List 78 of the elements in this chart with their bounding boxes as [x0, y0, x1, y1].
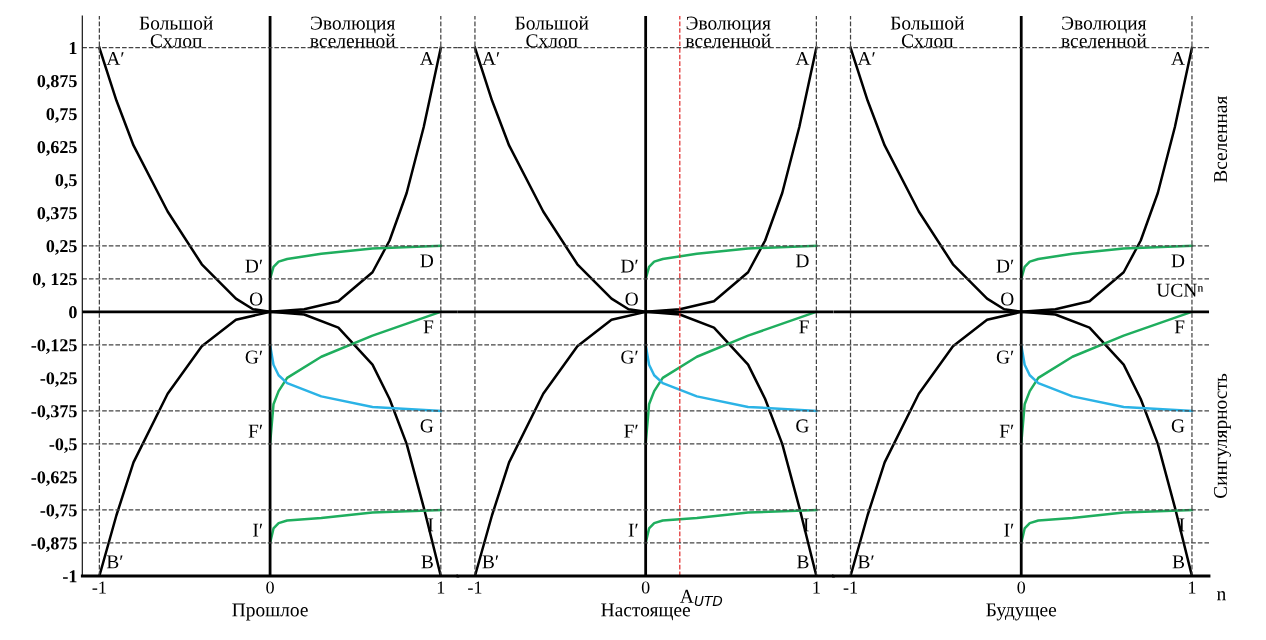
x-tick-label: -1 — [92, 581, 106, 594]
annotation: Эволюция вселенной — [1061, 16, 1147, 48]
y-tick-label: 0,5 — [55, 174, 77, 189]
x-tick-label: 0 — [1017, 581, 1026, 594]
annotation: Большой Схлоп — [515, 16, 589, 48]
y-tick-label: -0,25 — [40, 372, 77, 387]
annotation: I′ — [1004, 523, 1014, 537]
x-axis-title: Будущее — [986, 603, 1057, 621]
line-series — [268, 343, 443, 413]
y-tick-label: 0,25 — [46, 240, 77, 255]
line-series — [268, 508, 443, 545]
annotation: Большой Схлоп — [890, 16, 965, 48]
x-tick-label: 0 — [266, 581, 274, 594]
y-tick-label: 0,75 — [46, 107, 77, 123]
annotation: D′ — [620, 259, 638, 273]
y-tick-label: -0,125 — [31, 339, 77, 354]
annotation: B′ — [106, 555, 123, 569]
annotation: G — [1171, 419, 1185, 433]
annotation: O — [1001, 292, 1014, 306]
x-tick-label: 1 — [437, 581, 445, 594]
annotation: F — [799, 320, 809, 334]
annotation: O — [625, 292, 638, 306]
annotation: A — [1171, 52, 1185, 65]
annotation: I — [428, 518, 434, 532]
annotation: D — [420, 254, 434, 268]
y-tick-label: 0 — [69, 306, 77, 319]
annotation: G — [420, 419, 434, 433]
x-tick-label: 0 — [641, 581, 650, 594]
annotation: I′ — [253, 523, 263, 537]
annotation: B′ — [482, 555, 499, 569]
annotation: G — [796, 419, 809, 433]
y-tick-label: -0,625 — [31, 471, 77, 486]
y-tick-label: 0,875 — [37, 74, 77, 90]
x-tick-label: -1 — [843, 581, 857, 594]
annotation: D — [1171, 254, 1185, 268]
text: Сингулярность — [1213, 373, 1231, 499]
annotation: F′ — [999, 424, 1014, 438]
text: Вселенная — [1214, 95, 1228, 183]
x-tick-label: -1 — [468, 581, 482, 594]
annotation: G′ — [621, 350, 638, 364]
annotation: F′ — [248, 424, 263, 438]
y-tick-label: -0,375 — [31, 405, 77, 420]
y-tick-label: 0,625 — [37, 141, 77, 156]
annotation: F — [423, 320, 434, 334]
y-tick-label: 1 — [69, 42, 77, 54]
line-series — [268, 244, 443, 281]
annotation: G′ — [245, 350, 263, 364]
y-tick-label: 0,375 — [37, 207, 77, 222]
annotation: Эволюция вселенной — [685, 16, 771, 48]
annotation: A — [795, 52, 810, 65]
y-tick-label: -1 — [63, 570, 77, 583]
annotation: A′ — [482, 52, 500, 65]
annotation: B — [421, 555, 433, 569]
annotation: A′ — [857, 52, 875, 65]
text: n — [1216, 591, 1226, 601]
annotation: F′ — [624, 424, 638, 438]
annotation: D′ — [996, 259, 1014, 273]
annotation: B — [797, 555, 809, 569]
x-axis-title: Прошлое — [232, 603, 308, 621]
ref-line-label: UCNⁿ — [1156, 283, 1204, 297]
y-tick-label: -0,5 — [49, 438, 77, 453]
annotation: O — [249, 292, 263, 306]
annotation: I′ — [628, 523, 638, 537]
annotation: D′ — [245, 259, 263, 273]
annotation: D — [795, 254, 809, 268]
x-tick-label: 1 — [1189, 581, 1196, 594]
annotation: Большой Схлоп — [139, 16, 213, 48]
x-tick-label: 1 — [813, 581, 820, 594]
annotation: A — [420, 52, 434, 65]
y-tick-label: -0,875 — [31, 537, 77, 553]
annotation: F — [1174, 320, 1185, 334]
annotation: A′ — [106, 52, 124, 65]
annotation: G′ — [996, 350, 1014, 364]
annotation: B — [1172, 555, 1185, 569]
annotation: Эволюция вселенной — [310, 16, 396, 48]
y-tick-label: 0, 125 — [32, 273, 77, 288]
y-tick-label: -0,75 — [40, 504, 77, 520]
annotation: B′ — [858, 555, 874, 569]
